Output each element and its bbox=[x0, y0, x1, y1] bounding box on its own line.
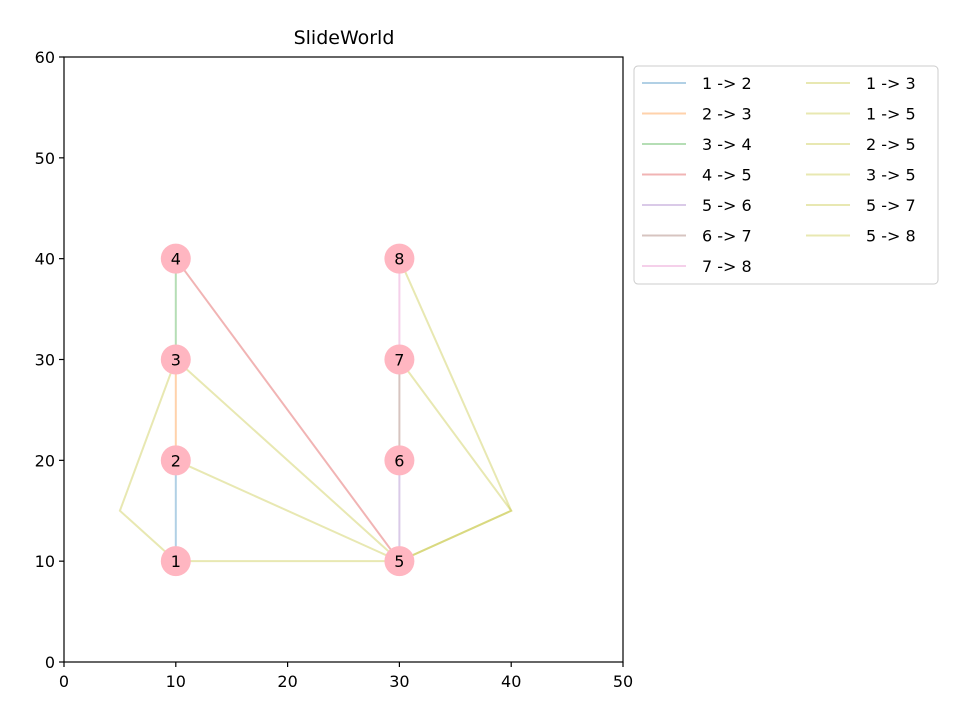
legend: 1 -> 2 2 -> 3 3 -> 4 4 -> 5 5 -> 6 6 -> 7 7 ->… bbox=[633, 65, 939, 285]
x-tick-label: 40 bbox=[501, 672, 521, 691]
node-8: 8 bbox=[384, 243, 415, 274]
legend-entry-5-to-7: 5 -> 7 bbox=[806, 196, 916, 215]
x-tick-label: 0 bbox=[59, 672, 69, 691]
node-label: 8 bbox=[394, 250, 404, 269]
legend-label: 2 -> 5 bbox=[866, 135, 916, 154]
edge-4-to-5 bbox=[174, 258, 401, 562]
legend-entry-5-to-8: 5 -> 8 bbox=[806, 227, 916, 246]
legend-entry-3-to-4: 3 -> 4 bbox=[642, 135, 752, 154]
node-label: 5 bbox=[394, 552, 404, 571]
legend-label: 1 -> 3 bbox=[866, 74, 916, 93]
node-label: 7 bbox=[394, 351, 404, 370]
edge-3-to-5 bbox=[175, 358, 401, 562]
node-marker bbox=[160, 445, 191, 476]
legend-entry-1-to-3: 1 -> 3 bbox=[806, 74, 916, 93]
legend-entry-2-to-3: 2 -> 3 bbox=[642, 105, 752, 124]
node-label: 3 bbox=[171, 351, 181, 370]
y-tick-label: 20 bbox=[35, 451, 55, 470]
legend-entry-3-to-5: 3 -> 5 bbox=[806, 166, 916, 185]
legend-label: 6 -> 7 bbox=[702, 227, 752, 246]
y-tick-label: 40 bbox=[35, 250, 55, 269]
legend-label: 4 -> 5 bbox=[702, 166, 752, 185]
edge-5-to-8 bbox=[398, 258, 513, 563]
legend-entry-5-to-6: 5 -> 6 bbox=[642, 196, 752, 215]
node-marker bbox=[384, 243, 415, 274]
legend-label: 3 -> 5 bbox=[866, 166, 916, 185]
node-7: 7 bbox=[384, 344, 415, 375]
node-label: 6 bbox=[394, 451, 404, 470]
legend-label: 2 -> 3 bbox=[702, 105, 752, 124]
node-3: 3 bbox=[160, 344, 191, 375]
node-2: 2 bbox=[160, 445, 191, 476]
node-marker bbox=[384, 344, 415, 375]
node-label: 2 bbox=[171, 451, 181, 470]
node-marker bbox=[160, 546, 191, 577]
x-tick-label: 10 bbox=[166, 672, 186, 691]
node-6: 6 bbox=[384, 445, 415, 476]
legend-entry-6-to-7: 6 -> 7 bbox=[642, 227, 752, 246]
edge-2-to-5 bbox=[175, 459, 400, 563]
legend-entry-7-to-8: 7 -> 8 bbox=[642, 257, 752, 276]
legend-entry-1-to-2: 1 -> 2 bbox=[642, 74, 752, 93]
edge-5-to-7 bbox=[398, 358, 513, 563]
chart-title: SlideWorld bbox=[294, 27, 395, 49]
legend-frame bbox=[633, 65, 939, 285]
node-label: 4 bbox=[171, 250, 181, 269]
node-marker bbox=[160, 243, 191, 274]
legend-entry-4-to-5: 4 -> 5 bbox=[642, 166, 752, 185]
y-axis: 0 10 20 30 40 50 60 bbox=[35, 48, 64, 672]
x-tick-label: 20 bbox=[277, 672, 297, 691]
node-1: 1 bbox=[160, 546, 191, 577]
nodes-layer: 1 2 3 4 5 6 7 8 bbox=[160, 243, 415, 577]
legend-label: 5 -> 7 bbox=[866, 196, 916, 215]
legend-label: 5 -> 6 bbox=[702, 196, 752, 215]
node-marker bbox=[384, 445, 415, 476]
legend-entry-2-to-5: 2 -> 5 bbox=[806, 135, 916, 154]
legend-label: 1 -> 5 bbox=[866, 105, 916, 124]
legend-entry-1-to-5: 1 -> 5 bbox=[806, 105, 916, 124]
node-4: 4 bbox=[160, 243, 191, 274]
node-label: 1 bbox=[171, 552, 181, 571]
y-tick-label: 0 bbox=[45, 653, 55, 672]
edge-1-to-3 bbox=[118, 359, 177, 562]
y-tick-label: 30 bbox=[35, 351, 55, 370]
legend-label: 3 -> 4 bbox=[702, 135, 752, 154]
node-5: 5 bbox=[384, 546, 415, 577]
y-tick-label: 50 bbox=[35, 149, 55, 168]
node-marker bbox=[384, 546, 415, 577]
x-tick-label: 50 bbox=[613, 672, 633, 691]
node-marker bbox=[160, 344, 191, 375]
x-tick-label: 30 bbox=[389, 672, 409, 691]
legend-label: 7 -> 8 bbox=[702, 257, 752, 276]
y-tick-label: 10 bbox=[35, 552, 55, 571]
legend-label: 5 -> 8 bbox=[866, 227, 916, 246]
legend-label: 1 -> 2 bbox=[702, 74, 752, 93]
edges-layer bbox=[118, 258, 513, 563]
x-axis: 0 10 20 30 40 50 bbox=[59, 662, 633, 691]
y-tick-label: 60 bbox=[35, 48, 55, 67]
